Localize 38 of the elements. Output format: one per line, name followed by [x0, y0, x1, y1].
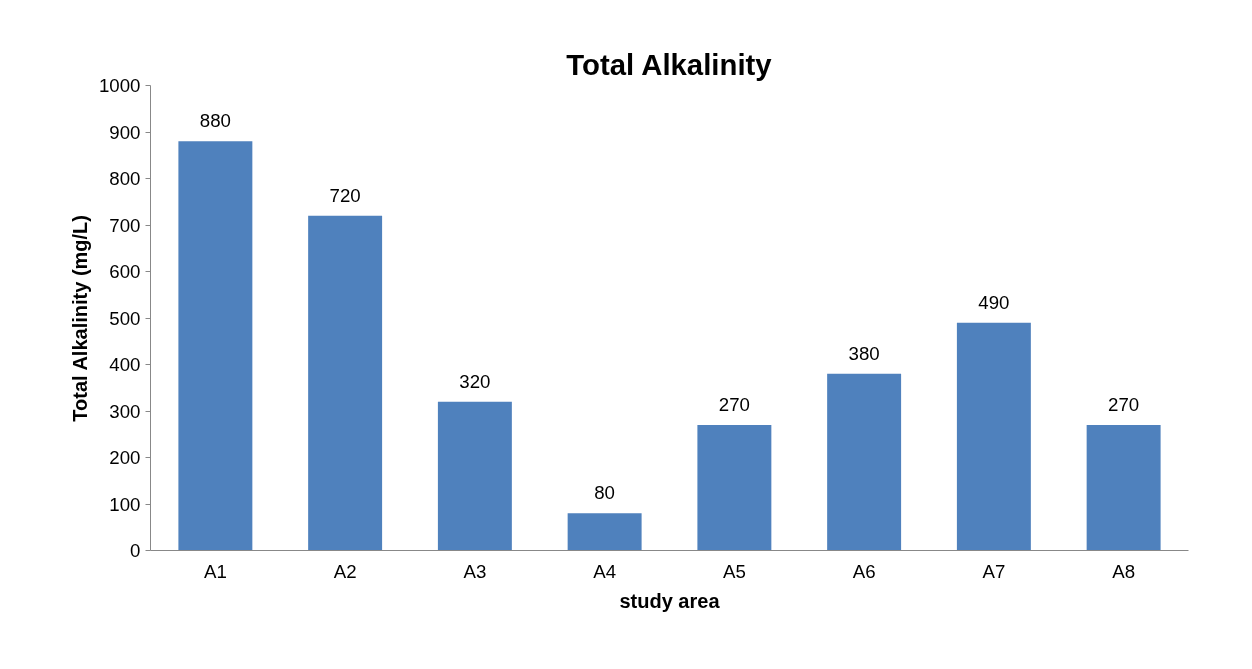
y-tick-label: 800 — [109, 168, 141, 189]
y-tick-label: 700 — [109, 214, 141, 236]
x-axis-title: study area — [619, 589, 721, 612]
chart-title: Total Alkalinity — [566, 47, 773, 81]
y-tick-label: 1000 — [99, 75, 141, 96]
y-tick-label: 900 — [109, 121, 141, 143]
bar — [437, 401, 512, 551]
data-label: 720 — [329, 184, 361, 206]
data-label: 80 — [594, 482, 616, 504]
data-label: 270 — [718, 393, 750, 415]
data-label: 270 — [1108, 393, 1140, 415]
y-tick-label: 300 — [109, 400, 141, 422]
y-axis-title: Total Alkalinity (mg/L) — [69, 215, 91, 422]
y-tick-label: 400 — [109, 354, 141, 375]
bar — [956, 322, 1031, 551]
x-tick-label: A5 — [722, 560, 746, 582]
bar — [827, 373, 902, 551]
x-tick-label: A3 — [463, 560, 487, 582]
bar — [567, 513, 642, 551]
y-tick-label: 600 — [109, 261, 141, 282]
x-tick-label: A8 — [1112, 560, 1136, 582]
bar — [308, 215, 383, 551]
data-label: 880 — [199, 110, 231, 132]
data-label: 490 — [978, 291, 1010, 313]
bar — [1086, 424, 1161, 551]
y-tick-label: 0 — [130, 540, 141, 561]
x-tick-label: A4 — [593, 560, 617, 582]
x-tick-label: A6 — [852, 560, 876, 582]
bar — [178, 141, 253, 551]
y-tick-label: 100 — [109, 493, 141, 515]
data-label: 320 — [459, 370, 491, 392]
x-tick-label: A7 — [982, 560, 1006, 582]
bar — [697, 424, 772, 551]
y-tick-label: 500 — [109, 307, 141, 329]
y-tick-label: 200 — [109, 447, 141, 468]
x-tick-label: A2 — [333, 560, 357, 582]
x-tick-label: A1 — [203, 560, 227, 582]
data-label: 380 — [848, 342, 880, 364]
